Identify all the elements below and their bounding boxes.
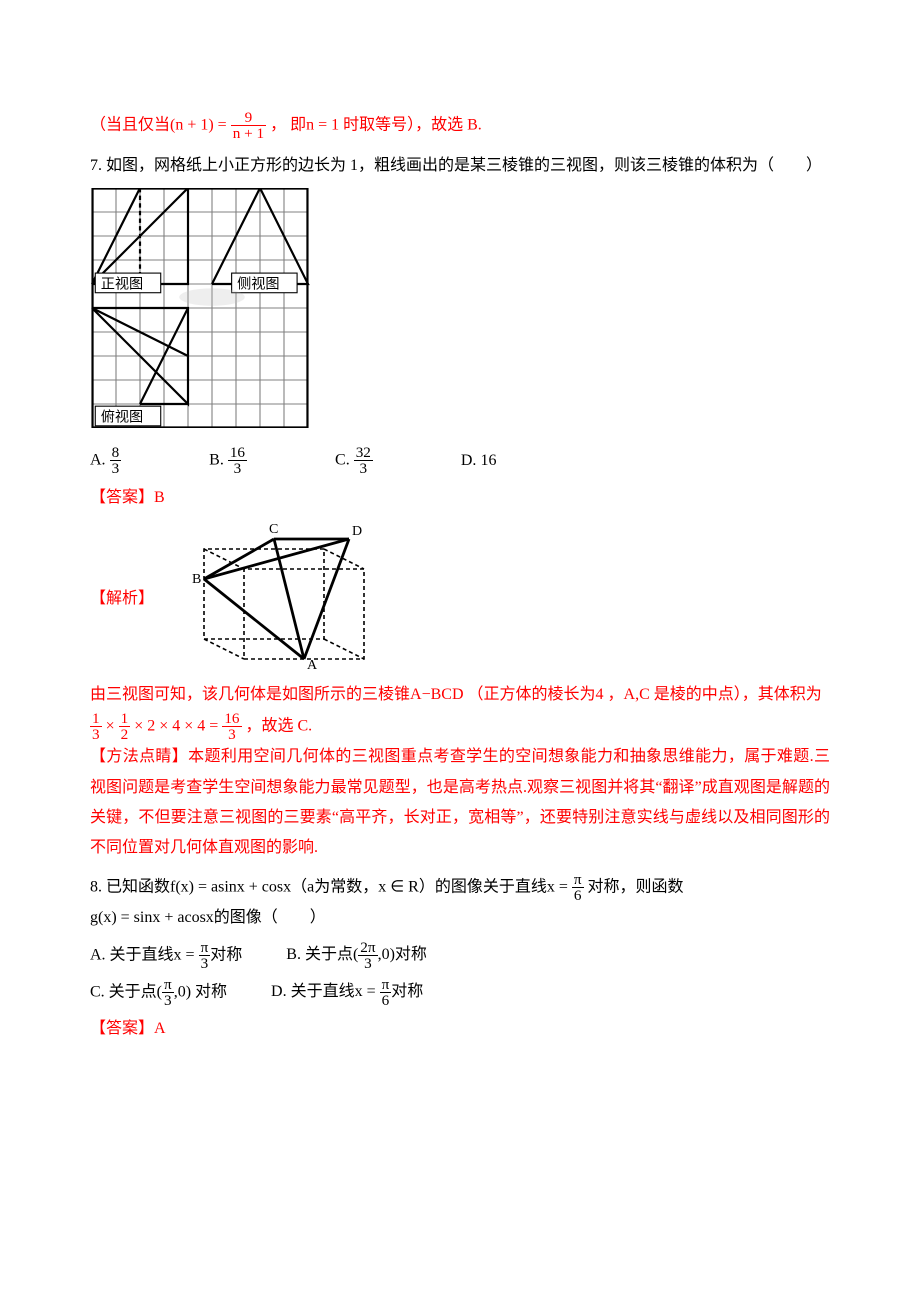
q8-answer: 【答案】A xyxy=(90,1014,830,1044)
q7-jiexi-label: 【解析】 xyxy=(90,584,154,614)
q7-optA: A. 83 xyxy=(90,445,177,476)
q8-optB: B. 关于点(2π3,0)对称 xyxy=(286,946,427,963)
svg-text:A: A xyxy=(307,658,318,669)
q6-conclusion: （当且仅当(n + 1) = 9n + 1 ， 即n = 1 时取等号），故选 … xyxy=(90,110,830,141)
q7-solid-figure: B C D A xyxy=(174,519,374,680)
q8-optD: D. 关于直线x = π6对称 xyxy=(271,983,423,1000)
q7-optC: C. 323 xyxy=(335,445,429,476)
svg-text:正视图: 正视图 xyxy=(101,276,144,292)
svg-text:侧视图: 侧视图 xyxy=(237,276,280,292)
q7-three-view-figure: 正视图 侧视图 俯视图 xyxy=(90,188,830,439)
q8-optC: C. 关于点(π3,0) 对称 xyxy=(90,977,227,1008)
q8-cond: g(x) = sinx + acosx的图像（ ） xyxy=(90,903,830,933)
svg-text:D: D xyxy=(352,524,362,539)
q6-frac-d: n + 1 xyxy=(231,126,266,141)
q8-options-row2: C. 关于点(π3,0) 对称 D. 关于直线x = π6对称 xyxy=(90,977,830,1008)
q7-optD: D. 16 xyxy=(461,446,525,476)
q8-optA: A. 关于直线x = π3对称 xyxy=(90,940,242,971)
svg-text:B: B xyxy=(192,572,201,587)
q8-options-row1: A. 关于直线x = π3对称 B. 关于点(2π3,0)对称 xyxy=(90,940,830,971)
q7-options: A. 83 B. 163 C. 323 D. 16 xyxy=(90,445,830,476)
q6-frac-n: 9 xyxy=(231,110,266,126)
svg-text:C: C xyxy=(269,522,278,537)
q7-tip: 【方法点睛】本题利用空间几何体的三视图重点考查学生的空间想象能力和抽象思维能力，… xyxy=(90,742,830,864)
q8-stem: 8. 已知函数f(x) = asinx + cosx（a为常数，x ∈ R）的图… xyxy=(90,872,830,903)
q7-solution: 由三视图可知，该几何体是如图所示的三棱锥A−BCD （正方体的棱长为4 ，A,C… xyxy=(90,680,830,742)
q7-stem: 7. 如图，网格纸上小正方形的边长为 1，粗线画出的是某三棱锥的三视图，则该三棱… xyxy=(90,151,830,181)
q7-answer: 【答案】B xyxy=(90,483,830,513)
q7-optB: B. 163 xyxy=(209,445,303,476)
svg-text:俯视图: 俯视图 xyxy=(101,409,144,425)
